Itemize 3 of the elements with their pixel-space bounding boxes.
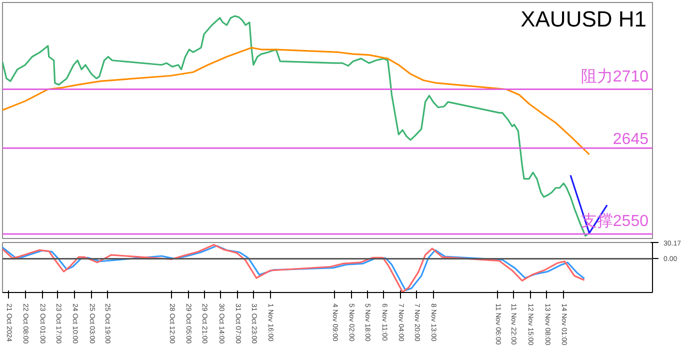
chart-title: XAUUSD H1 [520, 6, 646, 32]
ref-line-label: 阻力2710 [580, 67, 649, 86]
ref-line-label: 2645 [612, 131, 649, 148]
